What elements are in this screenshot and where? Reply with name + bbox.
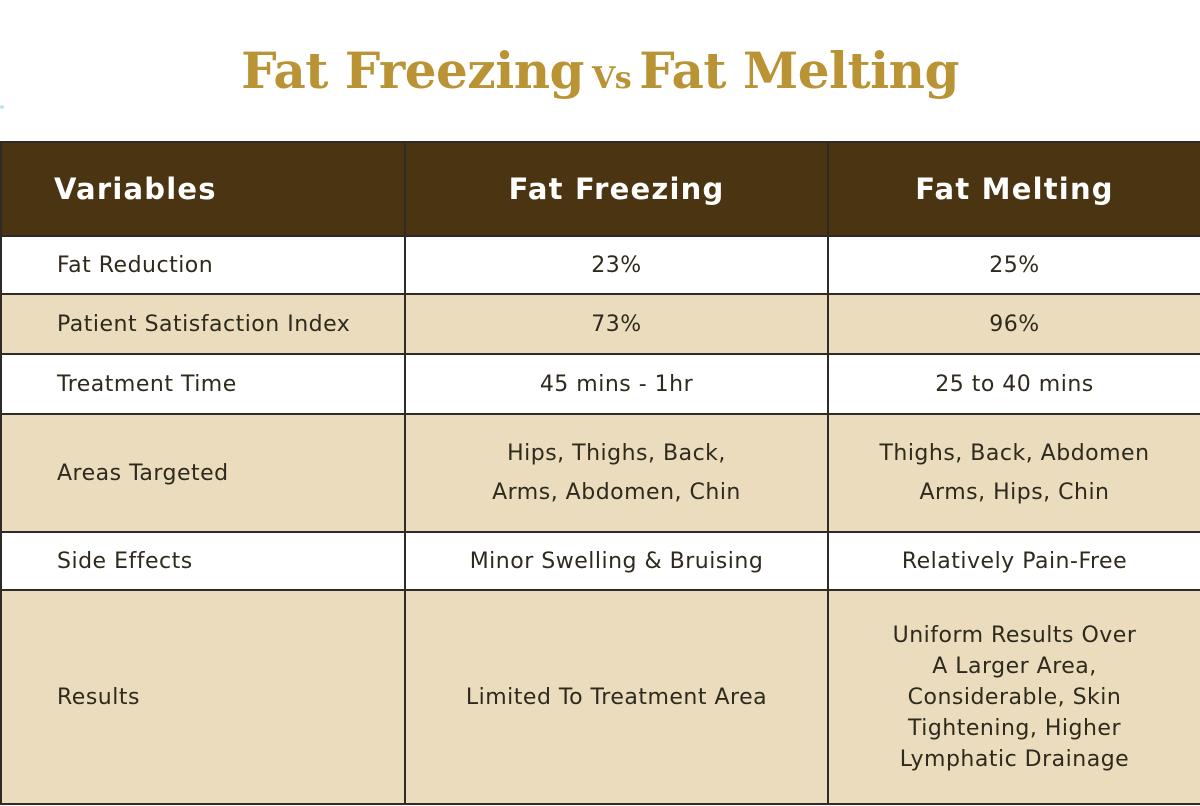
cell-line: Relatively Pain-Free bbox=[901, 548, 1128, 574]
cell-line: A Larger Area, bbox=[932, 653, 1097, 679]
table-row: Treatment Time 45 mins - 1hr 25 to 40 mi… bbox=[0, 353, 1200, 415]
cell-line: Lymphatic Drainage bbox=[899, 746, 1130, 772]
fat-freezing-cell: Minor Swelling & Bruising bbox=[404, 531, 829, 591]
cell-line: Limited To Treatment Area bbox=[465, 684, 768, 710]
cell-line: 96% bbox=[989, 311, 1040, 337]
title-vs: Vs bbox=[592, 61, 632, 96]
row-label-areas-targeted: Areas Targeted bbox=[0, 413, 406, 533]
fat-freezing-cell: 45 mins - 1hr bbox=[404, 353, 829, 415]
fat-melting-cell: Uniform Results Over A Larger Area, Cons… bbox=[827, 589, 1200, 805]
comparison-table: Variables Fat Freezing Fat Melting Fat R… bbox=[0, 141, 1200, 805]
cell-line: 25% bbox=[989, 252, 1040, 278]
table-row: Patient Satisfaction Index 73% 96% bbox=[0, 293, 1200, 355]
fat-melting-cell: 96% bbox=[827, 293, 1200, 355]
row-label-treatment-time: Treatment Time bbox=[0, 353, 406, 415]
cell-line: 73% bbox=[591, 311, 642, 337]
cell-line: Minor Swelling & Bruising bbox=[469, 548, 764, 574]
header-fat-freezing: Fat Freezing bbox=[404, 141, 829, 237]
fat-melting-cell: Relatively Pain-Free bbox=[827, 531, 1200, 591]
title-fat-freezing: Fat Freezing bbox=[241, 41, 585, 100]
table-row: Areas Targeted Hips, Thighs, Back, Arms,… bbox=[0, 413, 1200, 533]
cell-line: Thighs, Back, Abdomen bbox=[879, 441, 1150, 466]
cell-line: Tightening, Higher bbox=[907, 715, 1122, 741]
fat-melting-cell: 25% bbox=[827, 235, 1200, 295]
table-row: Side Effects Minor Swelling & Bruising R… bbox=[0, 531, 1200, 591]
fat-melting-cell: Thighs, Back, Abdomen Arms, Hips, Chin bbox=[827, 413, 1200, 533]
cell-line: Hips, Thighs, Back, bbox=[507, 441, 726, 466]
cell-line: 45 mins - 1hr bbox=[539, 371, 694, 397]
table-header: Variables Fat Freezing Fat Melting bbox=[0, 141, 1200, 237]
cell-line: 23% bbox=[591, 252, 642, 278]
cell-line: Uniform Results Over bbox=[892, 622, 1137, 648]
row-label-fat-reduction: Fat Reduction bbox=[0, 235, 406, 295]
fat-freezing-cell: Hips, Thighs, Back, Arms, Abdomen, Chin bbox=[404, 413, 829, 533]
table-body: Fat Reduction 23% 25% Patient Satisfacti… bbox=[0, 235, 1200, 805]
table-row: Fat Reduction 23% 25% bbox=[0, 235, 1200, 295]
page-title: Fat Freezing Vs Fat Melting bbox=[0, 36, 1200, 114]
fat-freezing-cell: Limited To Treatment Area bbox=[404, 589, 829, 805]
decorative-dot bbox=[0, 105, 4, 109]
row-label-results: Results bbox=[0, 589, 406, 805]
header-variables: Variables bbox=[0, 141, 406, 237]
title-fat-melting: Fat Melting bbox=[639, 41, 959, 100]
fat-melting-cell: 25 to 40 mins bbox=[827, 353, 1200, 415]
cell-line: 25 to 40 mins bbox=[935, 371, 1094, 397]
header-row: Variables Fat Freezing Fat Melting bbox=[0, 141, 1200, 237]
header-fat-melting: Fat Melting bbox=[827, 141, 1200, 237]
row-label-patient-satisfaction: Patient Satisfaction Index bbox=[0, 293, 406, 355]
table-row: Results Limited To Treatment Area Unifor… bbox=[0, 589, 1200, 805]
row-label-side-effects: Side Effects bbox=[0, 531, 406, 591]
cell-line: Arms, Hips, Chin bbox=[919, 480, 1110, 505]
fat-freezing-cell: 23% bbox=[404, 235, 829, 295]
cell-line: Considerable, Skin bbox=[907, 684, 1122, 710]
cell-line: Arms, Abdomen, Chin bbox=[492, 480, 741, 505]
fat-freezing-cell: 73% bbox=[404, 293, 829, 355]
